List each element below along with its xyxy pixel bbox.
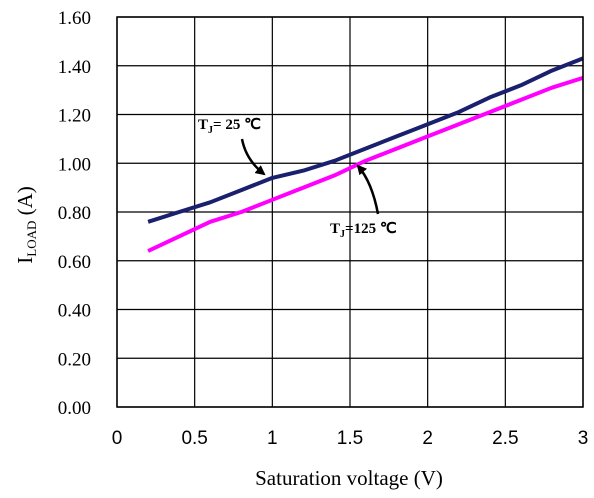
svg-text:TJ= 25 ℃: TJ= 25 ℃ <box>198 117 261 136</box>
plot-area-border <box>116 16 584 408</box>
series-line <box>147 75 584 253</box>
y-tick-label: 1.00 <box>58 154 91 175</box>
series <box>147 56 584 253</box>
x-tick-label: 1 <box>267 428 278 449</box>
annotation-tj125: TJ=125 ℃ <box>330 164 397 240</box>
x-axis-label: Saturation voltage (V) <box>255 466 443 490</box>
annotation-arrow-tj25 <box>240 138 266 176</box>
y-tick-label: 0.00 <box>58 398 91 419</box>
y-axis-label: ILOAD (A) <box>13 186 39 264</box>
annotation-arrow-tj125 <box>356 164 380 215</box>
series-line <box>147 56 584 224</box>
y-tick-labels: 0.00 0.20 0.40 0.60 0.80 1.00 1.20 1.40 1.60 <box>58 8 91 419</box>
y-tick-label: 0.60 <box>58 252 91 273</box>
y-tick-label: 0.80 <box>58 203 91 224</box>
y-tick-label: 0.20 <box>58 349 91 370</box>
y-tick-label: 1.40 <box>58 57 91 78</box>
x-tick-label: 2.5 <box>492 428 518 449</box>
annotation-tj25: TJ= 25 ℃ <box>198 117 266 176</box>
x-tick-label: 3 <box>578 428 589 449</box>
x-tick-label: 0 <box>112 428 123 449</box>
x-tick-labels: 0 0.5 1 1.5 2 2.5 3 <box>112 428 589 449</box>
y-tick-label: 1.20 <box>58 106 91 127</box>
x-tick-label: 1.5 <box>337 428 363 449</box>
y-tick-label: 0.40 <box>58 301 91 322</box>
x-tick-label: 0.5 <box>181 428 207 449</box>
y-tick-label: 1.60 <box>58 8 91 29</box>
grid <box>116 16 584 408</box>
x-tick-label: 2 <box>422 428 433 449</box>
svg-text:TJ=125 ℃: TJ=125 ℃ <box>330 221 397 240</box>
